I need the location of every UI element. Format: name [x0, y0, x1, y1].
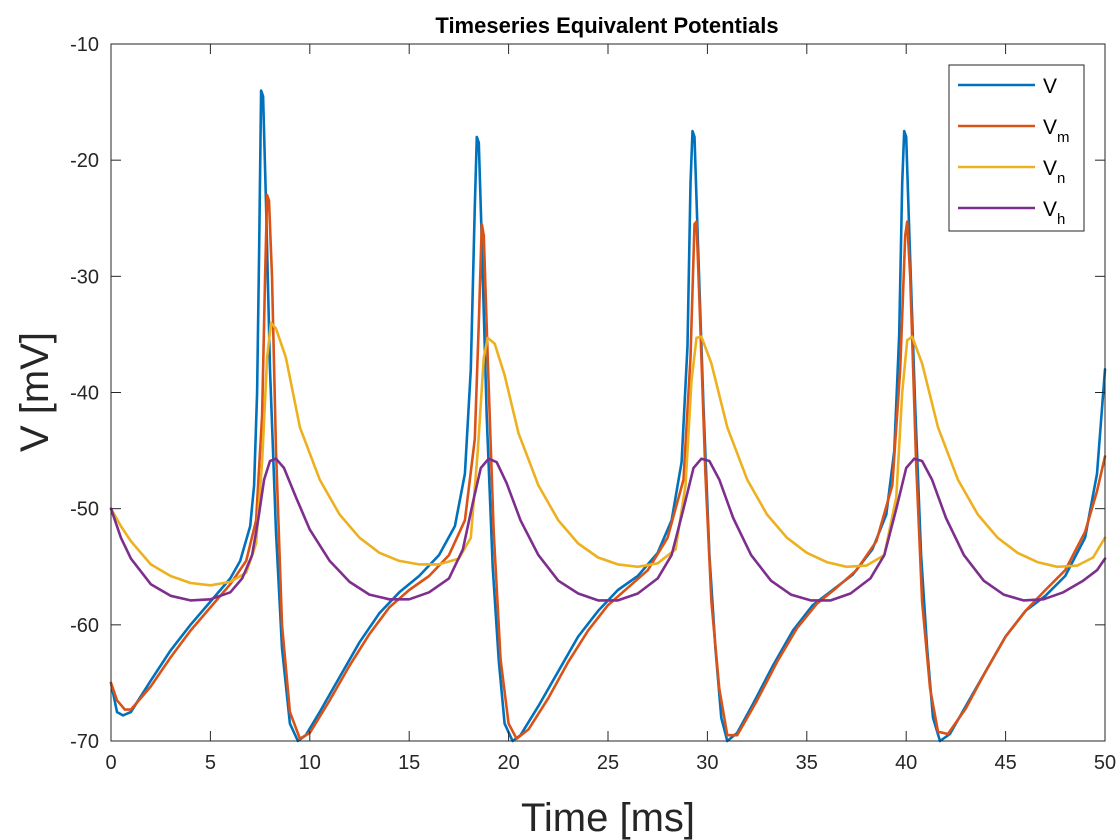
y-tick-label: -60 [70, 615, 99, 637]
y-tick-label: -40 [70, 383, 99, 405]
y-tick-label: -10 [70, 34, 99, 56]
chart-title: Timeseries Equivalent Potentials [435, 13, 778, 38]
x-tick-label: 45 [994, 752, 1016, 774]
y-tick-label: -30 [70, 266, 99, 288]
x-tick-label: 50 [1094, 752, 1116, 774]
legend-label-subscript: n [1057, 170, 1065, 187]
axis-ticks: 0 5 10 15 20 25 30 35 40 45 50 -70 -60 -50 -40 -30 -20 -1… [70, 34, 1116, 774]
series-line-v-m [109, 193, 1107, 740]
x-tick-label: 10 [299, 752, 321, 774]
x-axis-label: Time [ms] [521, 796, 695, 840]
y-tick-label: -70 [70, 731, 99, 753]
series-line-v-h [109, 457, 1107, 602]
x-tick-label: 35 [796, 752, 818, 774]
plot-lines [109, 89, 1107, 743]
y-axis-label: V [mV] [13, 332, 57, 452]
x-tick-label: 20 [497, 752, 519, 774]
y-tick-label: -20 [70, 150, 99, 172]
series-line-v-n [109, 321, 1107, 587]
x-tick-label: 15 [398, 752, 420, 774]
x-tick-label: 25 [597, 752, 619, 774]
x-tick-label: 5 [205, 752, 216, 774]
legend-label-subscript: m [1057, 129, 1070, 146]
legend-box [948, 64, 1085, 232]
x-tick-label: 40 [895, 752, 917, 774]
y-tick-label: -50 [70, 499, 99, 521]
legend-label: V [1043, 75, 1057, 98]
x-tick-label: 30 [696, 752, 718, 774]
x-tick-label: 0 [105, 752, 116, 774]
legend-label-subscript: h [1057, 211, 1065, 228]
series-line-v [109, 89, 1107, 743]
